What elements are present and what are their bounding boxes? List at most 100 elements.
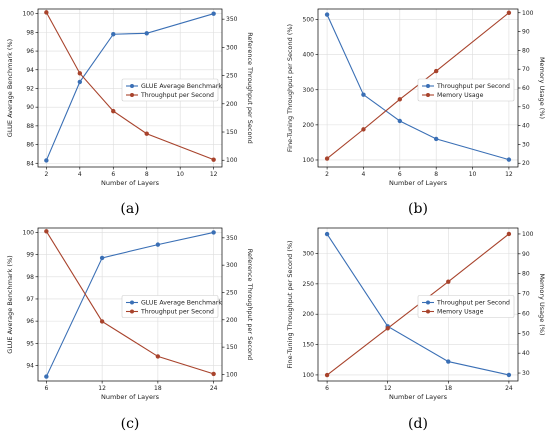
x-tick-label: 2 xyxy=(325,171,329,178)
data-point xyxy=(144,131,149,136)
y-left-tick-label: 200 xyxy=(303,122,315,129)
series-line-0 xyxy=(45,231,214,377)
y-right-tick-label: 40 xyxy=(522,350,530,357)
data-point xyxy=(506,157,512,162)
data-point xyxy=(361,92,366,97)
series-line-0 xyxy=(326,233,510,376)
y-right-tick-label: 30 xyxy=(522,370,530,377)
data-point xyxy=(324,231,330,237)
y-left-tick-label: 88 xyxy=(26,123,34,130)
y-left-tick-label: 98 xyxy=(26,29,34,36)
y-right-tick-label: 30 xyxy=(522,141,530,148)
plot-frame xyxy=(37,227,223,382)
y-left-axis-label: Fine-Tuning Throughput per Second (%) xyxy=(286,240,294,368)
y-right-axis-label: Memory Usage (%) xyxy=(538,273,546,335)
x-tick-label: 24 xyxy=(505,385,513,392)
legend-entry: GLUE Average Benchmark xyxy=(141,83,222,90)
y-right-tick-label: 80 xyxy=(522,271,530,278)
x-tick-label: 2 xyxy=(44,171,48,178)
data-point xyxy=(506,10,512,15)
data-point xyxy=(211,371,216,377)
y-right-tick-label: 150 xyxy=(226,129,238,136)
y-left-tick-label: 500 xyxy=(303,17,315,24)
data-point xyxy=(324,372,330,378)
y-right-tick-label: 20 xyxy=(522,160,530,167)
y-right-axis-label: Reference Throughput per Second xyxy=(246,32,254,143)
data-point xyxy=(99,319,105,324)
y-left-tick-label: 94 xyxy=(26,362,34,369)
plot-frame xyxy=(317,227,519,382)
data-point xyxy=(397,118,403,124)
data-point xyxy=(446,359,451,364)
y-right-tick-label: 200 xyxy=(226,317,238,324)
y-left-tick-label: 250 xyxy=(303,281,315,288)
legend-entry: Throughput per Second xyxy=(140,309,214,316)
data-point xyxy=(361,127,366,132)
y-right-tick-label: 250 xyxy=(226,73,238,80)
legend-entry: Throughput per Second xyxy=(140,92,214,99)
data-point xyxy=(506,231,512,237)
x-tick-label: 12 xyxy=(210,171,218,178)
legend-marker xyxy=(426,309,430,314)
x-axis-label: Number of Layers xyxy=(101,179,160,187)
x-tick-label: 18 xyxy=(154,385,162,392)
y-right-axis-label: Memory Usage (%) xyxy=(538,57,546,119)
x-tick-label: 6 xyxy=(325,385,329,392)
y-left-tick-label: 96 xyxy=(26,318,34,325)
y-right-tick-label: 100 xyxy=(522,10,534,17)
data-point xyxy=(433,136,439,142)
y-right-tick-label: 80 xyxy=(522,47,530,54)
legend-entry: Memory Usage xyxy=(437,92,484,99)
legend-marker xyxy=(130,93,134,97)
y-right-tick-label: 100 xyxy=(522,231,534,238)
chart-panel-1: 2 4 6 8 10 12 100 200 300 400 500 20 30 40 50 60 70 80 90 1… xyxy=(286,8,546,217)
y-left-tick-label: 86 xyxy=(26,142,34,149)
legend-marker xyxy=(130,300,134,305)
x-tick-label: 18 xyxy=(444,385,452,392)
y-right-tick-label: 70 xyxy=(522,66,530,73)
y-right-tick-label: 100 xyxy=(226,371,238,378)
y-left-tick-label: 400 xyxy=(303,52,315,59)
data-point xyxy=(155,242,161,247)
data-point xyxy=(211,230,216,235)
x-axis-label: Number of Layers xyxy=(389,179,448,187)
y-left-tick-label: 300 xyxy=(303,251,315,258)
data-point xyxy=(324,12,330,17)
x-axis-label: Number of Layers xyxy=(389,393,448,401)
x-tick-label: 24 xyxy=(210,385,218,392)
data-point xyxy=(77,71,83,76)
legend-marker xyxy=(426,84,430,88)
x-tick-label: 4 xyxy=(78,171,82,178)
x-tick-label: 8 xyxy=(145,171,149,178)
plot-frame xyxy=(37,8,223,168)
legend-box xyxy=(417,78,515,102)
series-line-1 xyxy=(45,230,214,375)
y-right-tick-label: 250 xyxy=(226,289,238,296)
y-right-tick-label: 150 xyxy=(226,344,238,351)
y-left-tick-label: 100 xyxy=(23,229,35,236)
data-point xyxy=(111,108,116,114)
data-point xyxy=(211,157,216,162)
y-right-tick-label: 50 xyxy=(522,104,530,111)
y-right-tick-label: 300 xyxy=(226,44,238,51)
y-left-tick-label: 95 xyxy=(26,340,34,347)
x-tick-label: 6 xyxy=(44,385,48,392)
y-left-tick-label: 98 xyxy=(26,274,34,281)
y-left-tick-label: 96 xyxy=(26,48,34,55)
x-tick-label: 6 xyxy=(398,171,402,178)
data-point xyxy=(111,32,116,37)
x-tick-label: 4 xyxy=(362,171,366,178)
y-left-tick-label: 90 xyxy=(26,104,34,111)
y-left-tick-label: 92 xyxy=(26,85,34,92)
y-right-tick-label: 60 xyxy=(522,310,530,317)
panel-label: (a) xyxy=(120,201,139,217)
data-point xyxy=(99,255,105,261)
y-right-tick-label: 350 xyxy=(226,235,238,242)
data-point xyxy=(155,354,161,359)
x-axis-label: Number of Layers xyxy=(101,393,160,401)
y-left-tick-label: 300 xyxy=(303,87,315,94)
legend-entry: Memory Usage xyxy=(437,309,484,316)
chart-panel-0: 2 4 6 8 10 12 84 86 88 90 92 94 96 98 100 100 150 200 250 3… xyxy=(6,8,254,217)
y-right-tick-label: 90 xyxy=(522,29,530,36)
y-left-axis-label: GLUE Average Benchmark (%) xyxy=(6,39,14,137)
